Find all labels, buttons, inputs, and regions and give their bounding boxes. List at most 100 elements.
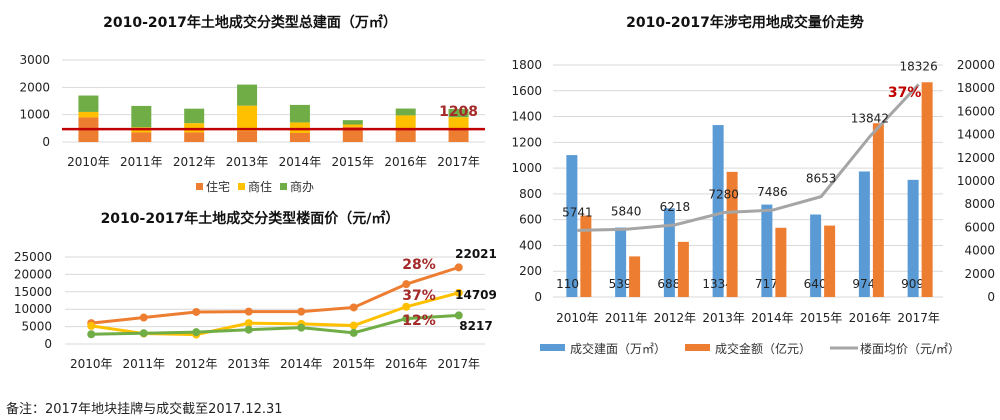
y-right-tick-label: 8000 bbox=[964, 197, 995, 211]
data-point bbox=[454, 263, 463, 272]
legend-label: 住宅 bbox=[206, 179, 230, 194]
legend-label: 成交金额（亿元） bbox=[715, 341, 811, 356]
y-tick-label: 1000 bbox=[19, 108, 50, 122]
x-tick-label: 2015年 bbox=[800, 311, 843, 325]
bar-商住 bbox=[289, 122, 310, 133]
bar-area bbox=[810, 214, 822, 297]
legend-swatch bbox=[280, 183, 287, 190]
y-tick-label: 5000 bbox=[21, 320, 52, 334]
price-value-label: 7280 bbox=[708, 188, 739, 202]
bar-商办 bbox=[131, 105, 152, 128]
series-line-0 bbox=[91, 265, 460, 325]
bar-value-label: 640 bbox=[804, 277, 827, 291]
chart2-title: 2010-2017年土地成交分类型楼面价（元/㎡） bbox=[101, 210, 400, 227]
growth-label: 12% bbox=[402, 313, 436, 329]
end-value-label: 22021 bbox=[455, 247, 497, 261]
bar-商住 bbox=[78, 111, 99, 118]
data-point bbox=[87, 321, 96, 330]
data-point bbox=[402, 280, 411, 289]
y-tick-label: 3000 bbox=[19, 53, 50, 67]
bar-商办 bbox=[395, 108, 416, 116]
x-tick-label: 2014年 bbox=[279, 155, 322, 169]
y-right-tick-label: 10000 bbox=[957, 174, 995, 188]
bar-area bbox=[761, 204, 773, 297]
y-left-tick-label: 1800 bbox=[511, 58, 542, 72]
bar-商办 bbox=[184, 108, 205, 124]
bar-amount bbox=[872, 123, 884, 297]
y-left-tick-label: 1400 bbox=[511, 110, 542, 124]
bar-area bbox=[615, 227, 627, 297]
legend-swatch bbox=[685, 344, 710, 351]
x-tick-label: 2016年 bbox=[384, 155, 427, 169]
data-point bbox=[244, 319, 253, 328]
price-line bbox=[577, 83, 920, 232]
bar-商住 bbox=[395, 115, 416, 130]
y-left-tick-label: 800 bbox=[519, 187, 542, 201]
x-tick-label: 2011年 bbox=[605, 311, 648, 325]
annotation-total: 1208 bbox=[439, 104, 478, 120]
x-tick-label: 2014年 bbox=[280, 357, 323, 371]
bar-area bbox=[566, 155, 578, 297]
y-right-tick-label: 14000 bbox=[957, 128, 995, 142]
data-point bbox=[244, 325, 253, 334]
x-tick-label: 2010年 bbox=[70, 357, 113, 371]
y-right-tick-label: 6000 bbox=[964, 220, 995, 234]
data-point bbox=[297, 307, 306, 316]
bar-住宅 bbox=[342, 126, 363, 142]
legend-label: 商住 bbox=[248, 179, 272, 194]
data-point bbox=[454, 288, 463, 297]
x-tick-label: 2016年 bbox=[385, 357, 428, 371]
y-right-tick-label: 20000 bbox=[957, 58, 995, 72]
bar-amount bbox=[726, 171, 738, 297]
y-tick-label: 0 bbox=[44, 337, 52, 351]
x-tick-label: 2012年 bbox=[654, 311, 697, 325]
y-right-tick-label: 16000 bbox=[957, 104, 995, 118]
legend-label: 商办 bbox=[290, 179, 314, 194]
legend-label: 楼面均价（元/㎡） bbox=[860, 341, 960, 356]
y-right-tick-label: 0 bbox=[987, 290, 995, 304]
x-tick-label: 2013年 bbox=[226, 155, 269, 169]
price-value-label: 5840 bbox=[611, 204, 642, 218]
y-left-tick-label: 1600 bbox=[511, 84, 542, 98]
chart2-line: 0 5000 10000 15000 20000 25000 2010年 2011年 2012年… bbox=[14, 247, 497, 371]
y-left-tick-label: 0 bbox=[534, 290, 542, 304]
bar-住宅 bbox=[448, 129, 469, 142]
y-tick-label: 20000 bbox=[14, 267, 52, 281]
bar-商住 bbox=[342, 124, 363, 127]
bar-住宅 bbox=[395, 129, 416, 142]
legend-label: 成交建面（万㎡） bbox=[570, 341, 666, 356]
data-point bbox=[139, 313, 148, 322]
end-value-label: 14709 bbox=[455, 288, 497, 302]
bar-value-label: 909 bbox=[901, 277, 924, 291]
legend-swatch bbox=[540, 344, 565, 351]
bar-value-label: 539 bbox=[609, 277, 632, 291]
y-tick-label: 10000 bbox=[14, 302, 52, 316]
y-tick-label: 2000 bbox=[19, 80, 50, 94]
data-point bbox=[402, 302, 411, 311]
y-left-tick-label: 1200 bbox=[511, 135, 542, 149]
x-tick-label: 2012年 bbox=[175, 357, 218, 371]
x-tick-label: 2010年 bbox=[67, 155, 110, 169]
data-point bbox=[192, 328, 201, 337]
data-point bbox=[244, 307, 253, 316]
bar-商办 bbox=[78, 95, 99, 112]
price-value-label: 13842 bbox=[851, 111, 889, 125]
bar-住宅 bbox=[237, 131, 258, 142]
chart1-title: 2010-2017年土地成交分类型总建面（万㎡） bbox=[103, 14, 397, 31]
data-point bbox=[454, 311, 463, 320]
x-tick-label: 2017年 bbox=[437, 155, 480, 169]
price-value-label: 8653 bbox=[806, 172, 837, 186]
bar-商办 bbox=[289, 104, 310, 123]
x-tick-label: 2013年 bbox=[227, 357, 270, 371]
bar-商住 bbox=[237, 105, 258, 132]
x-tick-label: 2015年 bbox=[332, 155, 375, 169]
y-right-tick-label: 18000 bbox=[957, 81, 995, 95]
bar-amount bbox=[580, 215, 592, 297]
end-value-label: 8217 bbox=[459, 319, 492, 333]
bar-value-label: 974 bbox=[852, 277, 875, 291]
data-point bbox=[349, 321, 358, 330]
x-tick-label: 2010年 bbox=[556, 311, 599, 325]
x-tick-label: 2011年 bbox=[122, 357, 165, 371]
bar-value-label: 1334 bbox=[702, 277, 733, 291]
